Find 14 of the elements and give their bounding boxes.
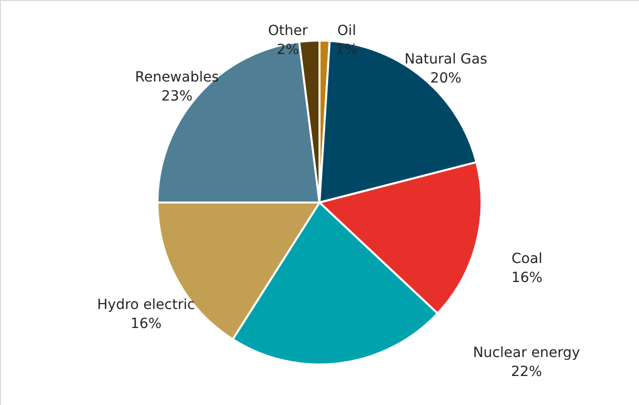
data-label: 1%: [336, 42, 358, 58]
data-label: 16%: [130, 316, 162, 332]
data-label: 16%: [511, 270, 542, 286]
data-label: 23%: [161, 88, 192, 104]
slice-label: Coal: [512, 251, 542, 268]
slice-label: Other: [268, 23, 308, 39]
data-label: 2%: [276, 42, 299, 58]
slice-label: Oil: [337, 23, 356, 39]
slice-label: Natural Gas: [404, 52, 488, 68]
slice-label: Renewables: [134, 69, 219, 86]
data-label: 20%: [430, 70, 462, 87]
slice-label: Hydro electric: [97, 296, 195, 313]
data-label: 22%: [510, 364, 542, 380]
slice-label: Nuclear energy: [472, 344, 580, 361]
